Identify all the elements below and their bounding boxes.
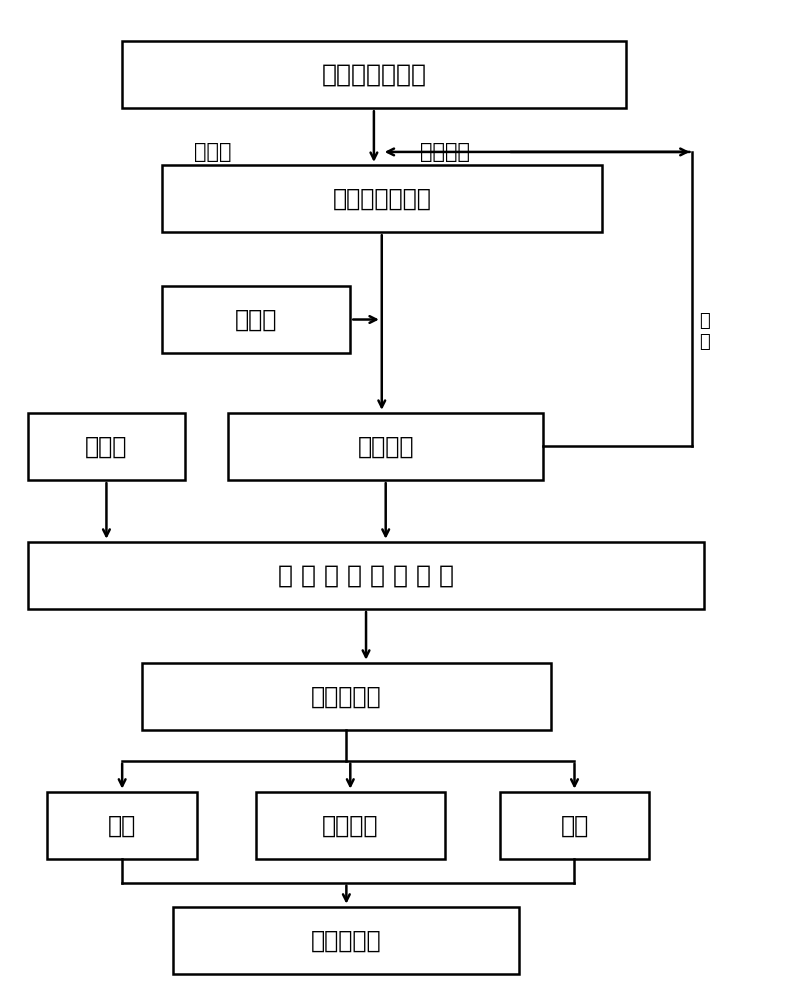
Bar <box>161 286 351 353</box>
Bar <box>228 413 543 480</box>
Bar <box>173 907 519 974</box>
Bar <box>500 792 650 859</box>
Bar <box>161 165 602 232</box>
Text: 预处理复合体系: 预处理复合体系 <box>332 187 431 211</box>
Bar <box>256 792 444 859</box>
Bar <box>28 413 185 480</box>
Bar <box>48 792 197 859</box>
Text: 多次洗脱: 多次洗脱 <box>358 434 414 458</box>
Bar <box>28 542 704 609</box>
Text: 微生物油脂: 微生物油脂 <box>311 928 382 952</box>
Text: 蛋白水解液: 蛋白水解液 <box>311 684 382 708</box>
Text: 蒸馏水: 蒸馏水 <box>235 308 277 332</box>
Text: 超声波: 超声波 <box>194 142 231 162</box>
Text: 蛋白酶: 蛋白酶 <box>85 434 128 458</box>
Text: 回
收: 回 收 <box>699 312 710 351</box>
Bar <box>142 663 551 730</box>
Bar <box>122 41 626 108</box>
Text: 脱脂废弃蚕蛹渣: 脱脂废弃蚕蛹渣 <box>321 63 426 87</box>
Text: 产油酵母: 产油酵母 <box>322 813 378 837</box>
Text: 蚕 蛹 蛋 白 酶 法 水 解: 蚕 蛹 蛋 白 酶 法 水 解 <box>278 563 454 587</box>
Text: 微藻: 微藻 <box>108 813 136 837</box>
Text: 霉菌: 霉菌 <box>560 813 588 837</box>
Text: 离子液体: 离子液体 <box>420 142 470 162</box>
